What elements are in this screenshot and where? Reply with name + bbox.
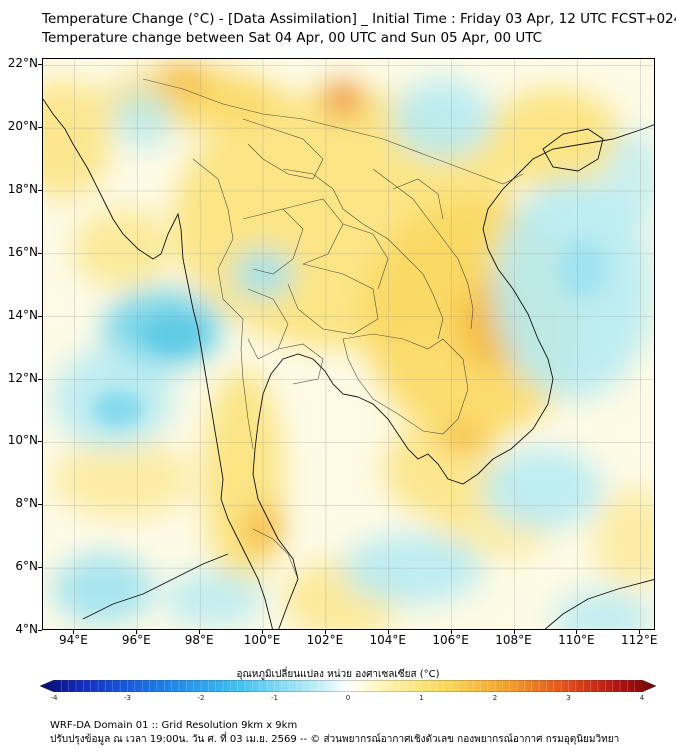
colorbar-tick-label: 3: [566, 694, 571, 702]
latitude-tick: [38, 127, 42, 129]
longitude-tick: [324, 630, 326, 634]
latitude-tick: [38, 190, 42, 191]
colorbar-tick-label: 2: [492, 694, 498, 702]
coastlines: [43, 98, 654, 629]
latitude-label: 8°N: [15, 496, 38, 511]
longitude-tick: [639, 630, 641, 634]
longitude-label: 108°E: [495, 633, 532, 647]
map-subtitle: Temperature change between Sat 04 Apr, 0…: [42, 30, 543, 46]
longitude-tick: [199, 630, 201, 634]
latitude-label: 4°N: [15, 622, 38, 636]
longitude-tick: [73, 630, 75, 634]
longitude-label: 100°E: [243, 633, 281, 647]
country-borders: [142, 78, 524, 580]
latitude-tick: [38, 441, 42, 443]
longitude-label: 94°E: [58, 633, 88, 647]
latitude-label: 16°N: [7, 244, 38, 259]
colorbar: [40, 680, 656, 692]
longitude-label: 110°E: [558, 633, 595, 647]
latitude-tick: [38, 252, 42, 254]
map-gridlines: [43, 59, 654, 629]
colorbar-tick-label: -2: [197, 694, 205, 702]
longitude-label: 104°E: [369, 633, 407, 647]
longitude-label: 106°E: [432, 633, 469, 647]
longitude-tick: [136, 630, 138, 634]
latitude-label: 18°N: [7, 182, 38, 196]
latitude-tick: [38, 504, 42, 506]
longitude-label: 98°E: [184, 633, 214, 647]
colorbar-tick-label: -3: [124, 694, 131, 702]
colorbar-tick-label: -1: [271, 694, 278, 702]
colorbar-tick-label: 0: [345, 694, 351, 702]
title-block: Temperature Change (°C) - [Data Assimila…: [42, 10, 676, 48]
latitude-label: 10°N: [7, 433, 38, 448]
map-title: Temperature Change (°C) - [Data Assimila…: [42, 11, 676, 27]
longitude-tick: [262, 630, 264, 634]
colorbar-tick-label: 4: [639, 694, 645, 702]
longitude-label: 112°E: [621, 633, 658, 647]
latitude-label: 20°N: [7, 119, 38, 134]
latitude-tick: [38, 64, 42, 66]
longitude-tick: [513, 630, 515, 634]
longitude-label: 102°E: [306, 633, 344, 647]
latitude-label: 12°N: [7, 370, 38, 385]
longitude-tick: [576, 630, 578, 634]
colorbar-tick-label: 1: [419, 694, 424, 702]
latitude-label: 22°N: [7, 56, 38, 71]
colorbar-title: อุณหภูมิเปลี่ยนแปลง หน่วย องศาเซลเซียส (…: [236, 669, 440, 680]
longitude-tick: [387, 630, 389, 634]
latitude-tick: [38, 315, 42, 317]
latitude-label: 14°N: [7, 307, 38, 322]
latitude-tick: [38, 567, 42, 569]
footer-credit: ปรับปรุงข้อมูล ณ เวลา 19:00น. วัน ศ. ที่…: [50, 734, 620, 745]
footer: WRF-DA Domain 01 :: Grid Resolution 9km …: [50, 719, 619, 747]
latitude-label: 6°N: [15, 559, 38, 574]
footer-model-info: WRF-DA Domain 01 :: Grid Resolution 9km …: [50, 720, 298, 731]
latitude-tick: [38, 630, 42, 631]
longitude-tick: [450, 630, 452, 634]
temperature-change-map: [43, 59, 654, 629]
latitude-tick: [38, 378, 42, 380]
colorbar-tick-label: -4: [50, 694, 58, 702]
longitude-label: 96°E: [121, 633, 151, 647]
map-panel: [42, 58, 655, 630]
